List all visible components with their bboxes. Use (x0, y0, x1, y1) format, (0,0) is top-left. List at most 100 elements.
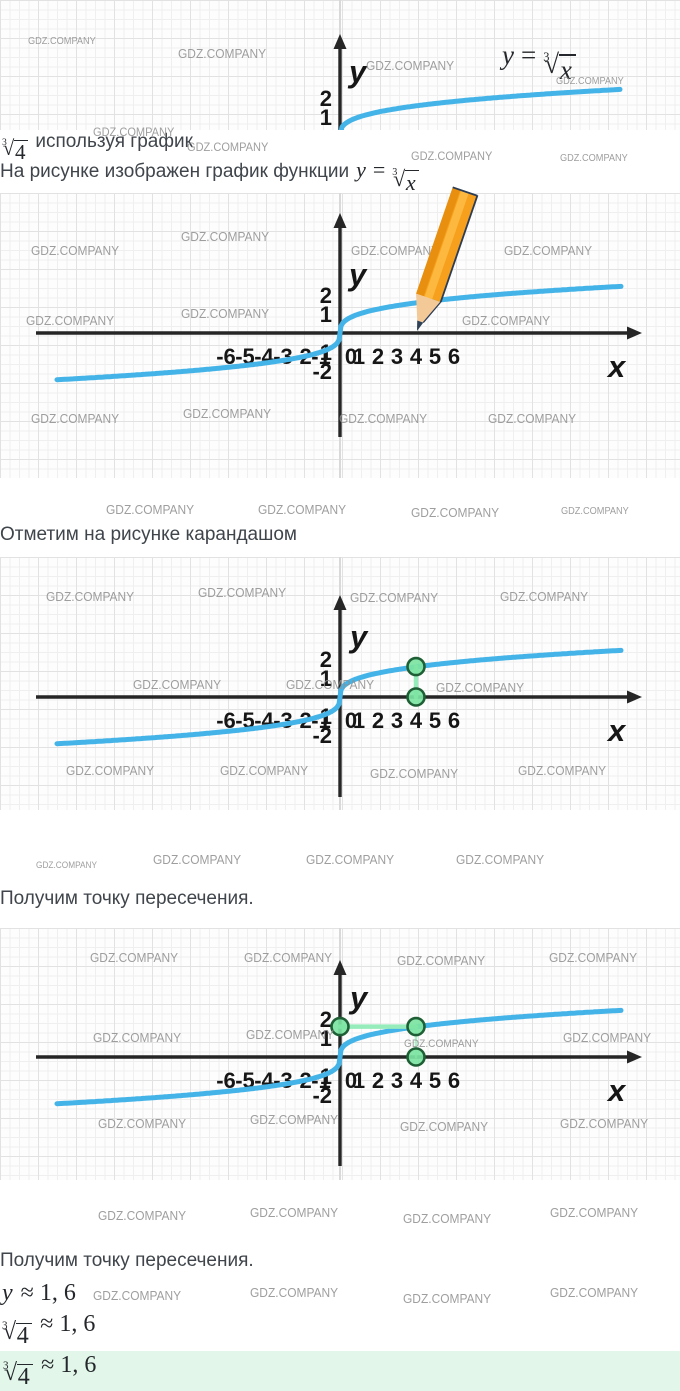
watermark: GDZ.COMPANY (244, 950, 333, 965)
y-axis-label: y (348, 980, 369, 1015)
watermark: GDZ.COMPANY (153, 852, 242, 867)
curve-formula-label: y = 3 √ x (502, 40, 576, 85)
x-tick-label: 4 (410, 344, 423, 369)
watermark: GDZ.COMPANY (561, 506, 629, 517)
function-curve (338, 86, 623, 130)
watermark: GDZ.COMPANY (550, 1205, 639, 1220)
watermark: GDZ.COMPANY (26, 313, 115, 328)
watermark: GDZ.COMPANY (246, 1027, 335, 1042)
watermark: GDZ.COMPANY (198, 585, 287, 600)
radicand: 4 (16, 1323, 33, 1350)
x-tick-label: 3 (391, 344, 403, 369)
x-tick-label: -3 (273, 1068, 293, 1093)
watermark: GDZ.COMPANY (306, 852, 395, 867)
result-section: Получим точку пересечения. y ≈ 1, 6 3 √ 4 ≈ … (0, 1180, 680, 1391)
watermark: GDZ.COMPANY (411, 149, 493, 163)
watermark: GDZ.COMPANY (456, 852, 545, 867)
watermark: GDZ.COMPANY (504, 243, 593, 258)
watermark: GDZ.COMPANY (550, 1285, 639, 1300)
watermark: GDZ.COMPANY (250, 1285, 339, 1300)
watermark: GDZ.COMPANY (250, 1205, 339, 1220)
watermark: GDZ.COMPANY (46, 589, 135, 604)
x-tick-label: 5 (429, 344, 441, 369)
step-intersection-line: Получим точку пересечения. (0, 888, 254, 910)
final-answer-formula: 3 √ 4 ≈ 1, 6 (3, 1352, 96, 1391)
point-marker (330, 1016, 350, 1037)
y-tick-label: 1 (320, 666, 332, 691)
root-index: 3 (2, 136, 7, 148)
x-tick-label: 2 (372, 708, 384, 733)
watermark: GDZ.COMPANY (366, 58, 455, 73)
y-axis-arrow-icon (333, 213, 347, 228)
x-tick-label: -6 (216, 344, 236, 369)
x-tick-label: 4 (410, 1068, 423, 1093)
formula-lhs: y (356, 157, 366, 182)
x-tick-label: 6 (448, 708, 460, 733)
watermark: GDZ.COMPANY (560, 153, 628, 164)
x-tick-label: 2 (372, 1068, 384, 1093)
watermark: GDZ.COMPANY (187, 140, 269, 154)
step-text: Получим точку пересечения. (0, 888, 254, 909)
watermark: GDZ.COMPANY (66, 763, 155, 778)
caption-text: На рисунке изображен график функции (0, 161, 350, 182)
x-tick-label: 1 (353, 344, 365, 369)
cube-root-expression: 3 √ x (543, 50, 576, 85)
radical-sign-icon: √ (3, 1359, 18, 1386)
watermark: GDZ.COMPANY (98, 1208, 187, 1223)
watermark: GDZ.COMPANY (286, 677, 375, 692)
y-axis-label: y (347, 257, 368, 292)
watermark: GDZ.COMPANY (339, 411, 428, 426)
watermark: GDZ.COMPANY (178, 46, 267, 61)
x-axis-label: x (606, 349, 627, 384)
step-text: Получим точку пересечения. (0, 1250, 254, 1271)
y-tick-label: 2 (320, 1007, 332, 1032)
graph-panel-pencil: x y -6 -5 -4 -3 -2 -1 0 1 2 3 4 5 6 2 1 -1 -2 GDZ.COMPANY G… (0, 186, 680, 478)
y-tick-label: 2 (320, 86, 332, 111)
equals-sign: = (372, 157, 386, 182)
cube-root-expression: 3 √ x (392, 167, 419, 195)
formula-lhs: y (2, 1280, 13, 1306)
x-tick-label: 1 (353, 1068, 365, 1093)
approx-value: ≈ 1, 6 (41, 1351, 97, 1378)
y-axis-arrow-icon (333, 34, 347, 49)
watermark: GDZ.COMPANY (258, 502, 347, 517)
watermark: GDZ.COMPANY (181, 306, 270, 321)
watermark: GDZ.COMPANY (36, 860, 98, 870)
x-tick-label: 6 (448, 1068, 460, 1093)
watermark: GDZ.COMPANY (400, 1119, 489, 1134)
x-tick-label: 3 (391, 708, 403, 733)
result-y-approx: y ≈ 1, 6 (2, 1280, 76, 1307)
watermark: GDZ.COMPANY (98, 1116, 187, 1131)
x-tick-label: -3 (273, 708, 293, 733)
watermark: GDZ.COMPANY (370, 766, 459, 781)
y-tick-label: 2 (320, 283, 332, 308)
x-tick-label: 4 (410, 708, 423, 733)
radicand: 4 (14, 140, 29, 163)
y-axis-label: y (347, 54, 368, 89)
y-tick-label: 1 (320, 302, 332, 327)
x-axis-label: x (606, 713, 627, 748)
radical-sign-icon: √ (2, 136, 15, 160)
result-root-approx: 3 √ 4 ≈ 1, 6 (2, 1311, 95, 1350)
y-tick-label: -2 (312, 1083, 332, 1108)
watermark: GDZ.COMPANY (220, 763, 309, 778)
graph-g4: xy-6 -5 -4 -3 -2 -1 01 2 3 4 5 621-1-2 (36, 960, 642, 1166)
y-axis-arrow-icon (333, 960, 347, 975)
intro-text-section: 3 √ 4 используя график На рисунке изображе… (0, 125, 680, 195)
x-axis-arrow-icon (627, 1050, 642, 1064)
task-line: 3 √ 4 используя график (2, 131, 193, 163)
y-tick-label: 1 (320, 1026, 332, 1051)
watermark: GDZ.COMPANY (403, 1291, 492, 1306)
x-axis-label: x (606, 1073, 627, 1108)
approx-value: ≈ 1, 6 (40, 1311, 96, 1337)
watermark: GDZ.COMPANY (350, 590, 439, 605)
radicand: x (405, 170, 419, 195)
radicand: x (559, 54, 576, 85)
y-axis-label: y (348, 619, 369, 654)
point-marker (406, 1016, 426, 1037)
step-mark-section: Отметим на рисунке карандашом GDZ.COMPAN… (0, 478, 680, 557)
watermark: GDZ.COMPANY (31, 411, 120, 426)
y-tick-label: 2 (320, 647, 332, 672)
x-tick-label: 5 (429, 708, 441, 733)
